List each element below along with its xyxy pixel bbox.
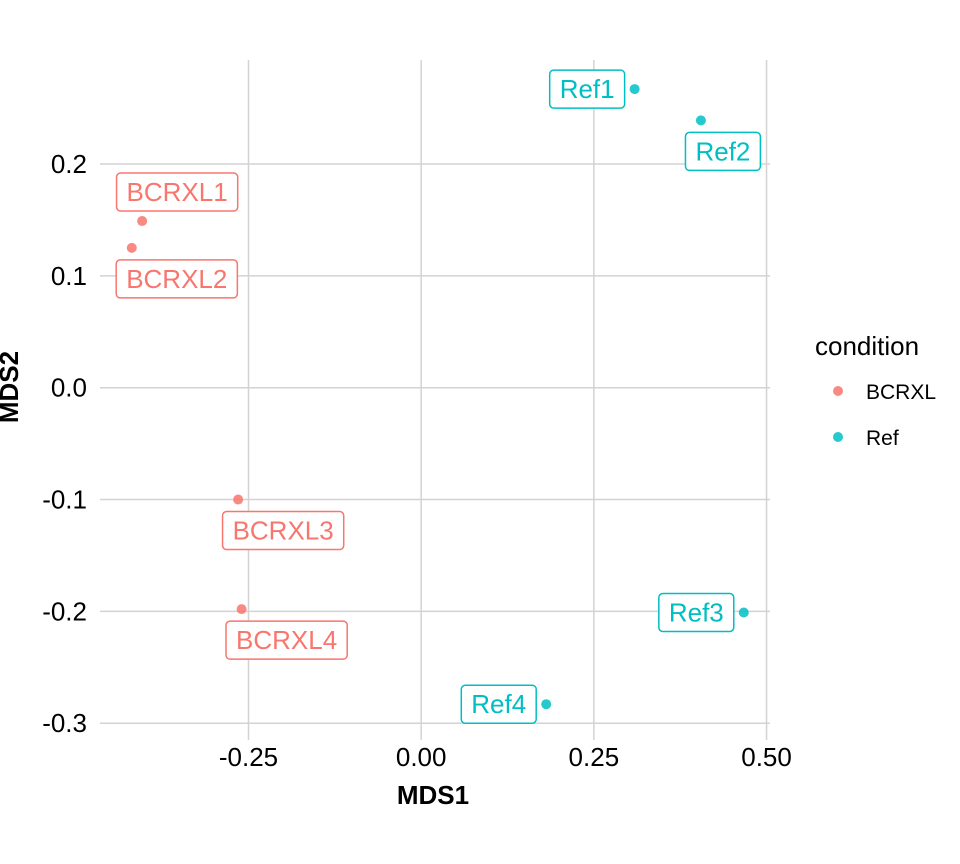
data-point: [126, 242, 137, 253]
x-tick-label: 0.50: [741, 742, 792, 772]
point-label-box: [548, 69, 626, 109]
x-tick-label: 0.00: [396, 742, 447, 772]
legend: condition BCRXL Ref: [815, 331, 936, 450]
point-label-box: [684, 131, 762, 172]
y-tick-label: 0.1: [51, 261, 87, 291]
y-tick-label: 0.2: [51, 149, 87, 179]
point-label-box: [658, 592, 735, 633]
legend-label: BCRXL: [866, 381, 936, 404]
point-label-text: Ref2: [695, 136, 750, 166]
x-tick-label: 0.25: [569, 742, 620, 772]
grid-lines: [100, 60, 770, 740]
y-tick-label: -0.1: [42, 485, 87, 515]
point-label-text: BCRXL2: [126, 264, 227, 294]
point-label-box: [115, 259, 239, 299]
y-tick-label: -0.2: [42, 596, 87, 626]
data-point: [541, 699, 552, 710]
y-axis-ticks: -0.3 -0.2 -0.1 0.0 0.1 0.2: [42, 149, 87, 738]
point-labels: BCRXL1 BCRXL2 BCRXL3 BCRXL4 Ref1 Ref2 Ref3 Ref4: [115, 69, 762, 724]
y-tick-label: -0.3: [42, 708, 87, 738]
data-point: [233, 494, 244, 505]
data-points: [126, 84, 749, 710]
y-tick-label: 0.0: [51, 373, 87, 403]
x-tick-label: -0.25: [219, 742, 278, 772]
point-label: Ref2: [684, 131, 762, 172]
x-axis-title: MDS1: [397, 780, 469, 810]
data-point: [629, 84, 640, 95]
y-axis-title: MDS2: [0, 351, 24, 423]
point-label-box: [460, 684, 537, 724]
data-point: [695, 115, 706, 126]
point-label-text: BCRXL1: [127, 177, 228, 207]
x-axis-ticks: -0.25 0.00 0.25 0.50: [219, 742, 792, 772]
point-label-box: [225, 620, 348, 660]
point-label-text: Ref1: [560, 74, 615, 104]
point-label: BCRXL4: [225, 620, 348, 660]
point-label-text: BCRXL3: [233, 516, 334, 546]
legend-label: Ref: [866, 427, 899, 450]
point-label: Ref1: [548, 69, 626, 109]
data-point: [738, 607, 749, 618]
point-label-box: [115, 172, 239, 212]
point-label: BCRXL2: [115, 259, 239, 299]
point-label: Ref3: [658, 592, 735, 633]
legend-key: [833, 386, 843, 396]
data-point: [137, 216, 148, 227]
point-label-text: BCRXL4: [236, 625, 337, 655]
legend-key: [833, 432, 843, 442]
point-label: BCRXL3: [221, 510, 345, 551]
point-label: BCRXL1: [115, 172, 239, 212]
point-label: Ref4: [460, 684, 537, 724]
point-label-text: Ref3: [669, 598, 724, 628]
point-label-text: Ref4: [471, 689, 526, 719]
data-point: [236, 604, 247, 615]
legend-title: condition: [815, 331, 919, 361]
point-label-box: [221, 510, 345, 551]
